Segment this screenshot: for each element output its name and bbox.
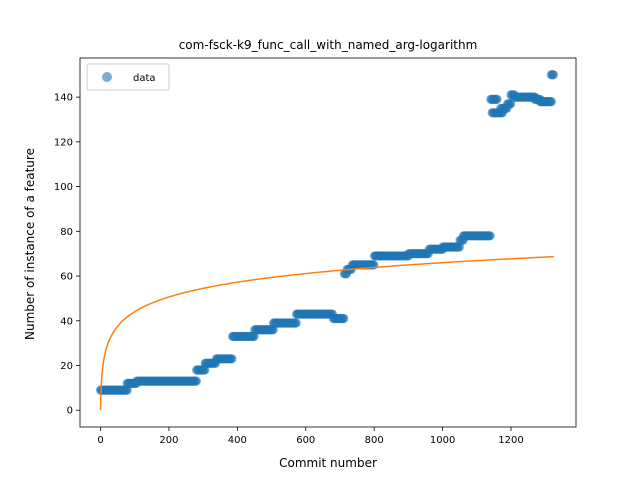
y-tick-label: 40 [60,316,73,327]
legend-box [86,63,170,91]
x-tick-label: 200 [159,435,178,446]
chart-title: com-fsck-k9_func_call_with_named_arg-log… [179,38,478,52]
data-point [492,94,502,104]
y-tick-label: 140 [54,93,73,104]
data-point [548,70,559,80]
x-tick-label: 1200 [498,435,523,446]
y-tick-label: 60 [60,272,73,283]
axis-ticks: 0 200 400 600 800 1000 1200 0 20 40 60 80 100 120 140 [54,93,524,446]
x-tick-label: 1000 [430,435,455,446]
y-tick-label: 20 [60,361,73,372]
data-point [485,231,495,241]
data-point [227,354,237,364]
x-tick-label: 600 [296,435,315,446]
data-point [506,99,516,109]
legend-label-data: data [133,73,156,84]
y-tick-label: 80 [60,227,73,238]
data-point [191,376,201,386]
x-tick-label: 0 [97,435,103,446]
plot-area [95,70,559,411]
x-axis-label: Commit number [279,456,377,470]
plot-frame [79,57,577,428]
x-tick-label: 800 [365,435,384,446]
data-point [546,97,556,107]
y-tick-label: 0 [67,406,73,417]
legend: data [86,63,170,91]
y-tick-label: 100 [54,182,73,193]
data-point [291,318,301,328]
data-point [339,313,349,324]
fit-line [99,255,554,411]
y-tick-label: 120 [54,137,73,148]
x-tick-label: 400 [228,435,247,446]
y-axis-label: Number of instance of a feature [23,148,37,340]
legend-marker-data [102,72,112,82]
